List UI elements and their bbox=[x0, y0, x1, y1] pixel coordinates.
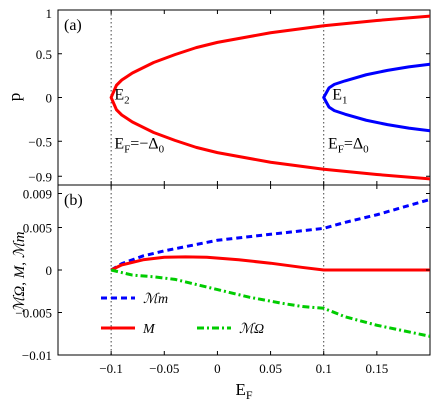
x-axis-label-sub: F bbox=[246, 388, 253, 402]
y-tick-label-0-4: 1 bbox=[46, 6, 53, 21]
panel-b-ylabel: ℳΩ, M, ℳm bbox=[12, 231, 28, 312]
y-tick-label-0-1: −0.5 bbox=[28, 134, 52, 149]
annotation-2: EF=−Δ0 bbox=[114, 135, 164, 155]
x-axis-label-main: E bbox=[235, 380, 245, 399]
legend-label-0: ℳm bbox=[143, 292, 168, 307]
x-tick-label-2: 0 bbox=[214, 361, 221, 376]
x-tick-label-0: −0.1 bbox=[99, 361, 123, 376]
panel-a-ylabel: p bbox=[5, 93, 24, 102]
legend: ℳm M ℳΩ bbox=[101, 292, 264, 337]
y-tick-label-0-3: 0.5 bbox=[36, 47, 52, 62]
series-line-0-1 bbox=[322, 62, 430, 133]
x-tick-label-5: 0.15 bbox=[365, 361, 388, 376]
y-tick-label-1-2: 0 bbox=[46, 263, 53, 278]
series-line-1-1 bbox=[110, 255, 430, 272]
y-tick-label-1-1: −0.005 bbox=[15, 306, 52, 321]
y-tick-label-0-2: 0 bbox=[46, 91, 53, 106]
y-tick-label-0-0: −0.9 bbox=[28, 169, 52, 184]
legend-label-1: M bbox=[142, 322, 156, 337]
annotation-0: E2 bbox=[114, 86, 129, 106]
panel-b: −0.1 −0.05 0 0.05 0.1 0.15 −0.01 −0.005 0 0.005 0.… bbox=[12, 184, 431, 402]
series-line-0-0 bbox=[109, 14, 430, 181]
x-tick-label-1: −0.05 bbox=[149, 361, 179, 376]
x-axis-label: EF bbox=[235, 380, 252, 402]
legend-label-2: ℳΩ bbox=[239, 322, 264, 337]
series-line-1-0 bbox=[110, 198, 430, 272]
y-tick-label-1-3: 0.005 bbox=[23, 221, 52, 236]
x-tick-label-4: 0.1 bbox=[316, 361, 332, 376]
series-line-1-2 bbox=[110, 268, 430, 338]
y-tick-label-1-4: 0.009 bbox=[23, 187, 52, 202]
annotation-3: EF=Δ0 bbox=[328, 135, 369, 155]
annotation-1: E1 bbox=[332, 86, 347, 106]
panel-b-label: (b) bbox=[64, 192, 83, 209]
panel-a-label: (a) bbox=[64, 17, 82, 34]
x-tick-label-3: 0.05 bbox=[259, 361, 282, 376]
y-tick-label-1-0: −0.01 bbox=[22, 348, 52, 363]
panel-a: −0.9 −0.5 0 0.5 1 (a) p E2 E1 EF=−Δ0 EF=Δ0 bbox=[5, 6, 431, 186]
